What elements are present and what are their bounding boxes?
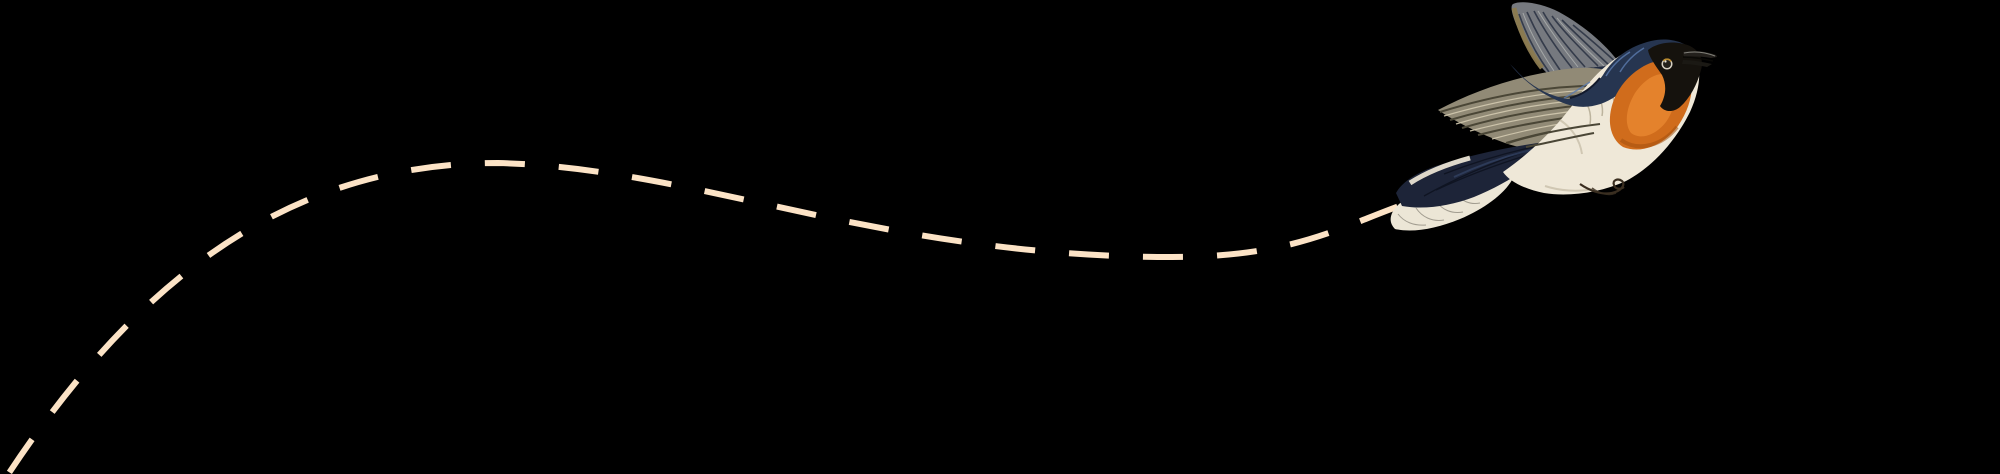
feather-streak <box>1525 132 1595 148</box>
eye-glint <box>1664 60 1667 63</box>
flight-path-dashed-line <box>4 159 1404 474</box>
wing-front-crossing-feathers <box>1507 123 1601 148</box>
feather-streak <box>1518 13 1550 73</box>
feather-streak <box>1542 11 1586 68</box>
beak-upper-mandible <box>1683 51 1717 58</box>
feather-streak <box>1507 123 1601 144</box>
feet-curl <box>1579 178 1625 196</box>
feather-streak <box>1522 12 1555 72</box>
feather-streak <box>1551 15 1599 67</box>
eye-amber-arc <box>1662 58 1672 62</box>
nape-shoulder <box>1510 39 1692 107</box>
scallop-line <box>1397 213 1427 226</box>
tail-white-band <box>1408 155 1471 186</box>
feather-streak <box>1556 17 1605 67</box>
beak-top-highlight <box>1683 51 1716 57</box>
nape-dark-edge <box>1569 77 1601 99</box>
tail-feathers <box>1396 141 1553 208</box>
foot-curl-line <box>1591 187 1617 196</box>
highlight-line <box>1619 47 1645 73</box>
head-iridescent-highlights <box>1563 47 1645 99</box>
feather-streak <box>1561 19 1611 67</box>
breast-bright-center <box>1626 73 1676 137</box>
feather-streak <box>1526 11 1561 71</box>
raised-wing-leading-edge <box>1511 7 1544 70</box>
beak-gape-line <box>1682 56 1714 62</box>
beak-lower-mandible <box>1682 60 1712 67</box>
beak <box>1682 51 1717 67</box>
shading-line <box>1559 119 1583 155</box>
feather-streak <box>1537 10 1579 68</box>
scallop-line <box>1415 207 1445 221</box>
highlight-line <box>1605 51 1631 77</box>
eye <box>1661 58 1673 70</box>
swallow-illustration <box>1390 2 1717 231</box>
face-mask <box>1648 42 1702 112</box>
highlight-line <box>1563 81 1591 99</box>
breast-bottom-shadow <box>1619 125 1679 149</box>
raised-wing-pale-streaks <box>1522 10 1605 72</box>
feather-streak <box>1533 10 1573 69</box>
